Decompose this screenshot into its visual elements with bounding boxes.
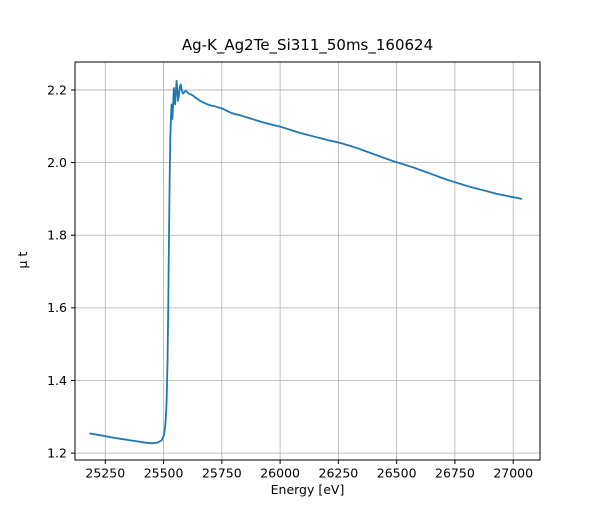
y-tick-label: 1.6 [47,300,67,315]
y-axis-label: μ t [14,251,30,269]
x-axis-label: Energy [eV] [270,482,345,497]
x-tick-label: 25500 [144,466,184,481]
x-tick-label: 26500 [377,466,417,481]
y-tick-label: 1.8 [47,228,67,243]
x-tick-label: 25750 [202,466,242,481]
y-tick-label: 2.2 [47,82,67,97]
y-tick-label: 1.2 [47,445,67,460]
x-tick-label: 26750 [435,466,475,481]
x-tick-label: 27000 [493,466,533,481]
chart-title: Ag-K_Ag2Te_Si311_50ms_160624 [181,36,434,54]
y-tick-label: 1.4 [47,373,67,388]
data-series-line [89,79,523,445]
axes-spines [74,61,541,461]
x-tick-label: 26250 [319,466,359,481]
x-tick-label: 25250 [85,466,125,481]
x-tick-label: 26000 [260,466,300,481]
y-tick-label: 2.0 [47,155,67,170]
